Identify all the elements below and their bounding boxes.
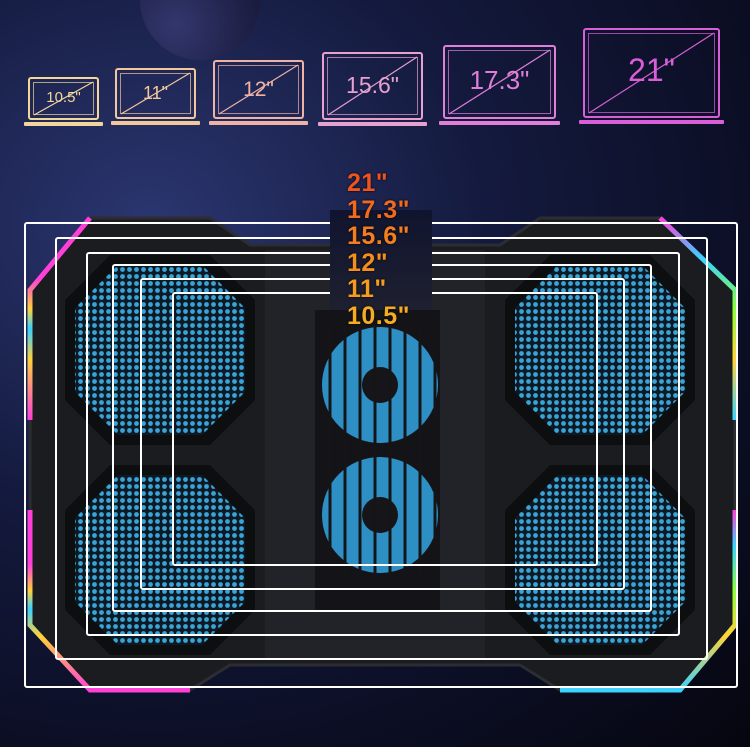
size-label-12: 12": [347, 248, 389, 277]
laptop-size-icon-15-6: 15.6": [318, 52, 427, 126]
laptop-size-icon-21: 21": [579, 28, 724, 124]
laptop-size-icon-11: 11": [111, 68, 200, 125]
laptop-size-icon-17-3: 17.3": [439, 45, 560, 125]
size-label-11: 11": [347, 275, 387, 303]
compatible-size-list: 21" 17.3" 15.6" 12" 11" 10.5": [347, 170, 410, 329]
laptop-size-label: 11": [142, 83, 169, 103]
laptop-size-label: 15.6": [346, 72, 399, 98]
label-backdrop: [330, 210, 432, 310]
size-label-17-3: 17.3": [347, 195, 411, 224]
fan-bottom-right: [505, 465, 695, 655]
fan-top-right: [505, 255, 695, 445]
size-label-15-6: 15.6": [347, 222, 411, 250]
laptop-size-label: 17.3": [469, 65, 530, 95]
size-label-21: 21": [347, 169, 389, 197]
size-label-10-5: 10.5": [347, 301, 411, 330]
laptop-size-icon-10-5: 10.5": [24, 77, 103, 126]
frame-10-5: [172, 292, 598, 566]
laptop-size-label: 21": [628, 52, 675, 88]
laptop-size-label: 12": [243, 78, 274, 101]
laptop-size-label: 10.5": [46, 89, 81, 106]
laptop-size-icon-12: 12": [209, 60, 308, 125]
fan-grill: [328, 325, 437, 575]
